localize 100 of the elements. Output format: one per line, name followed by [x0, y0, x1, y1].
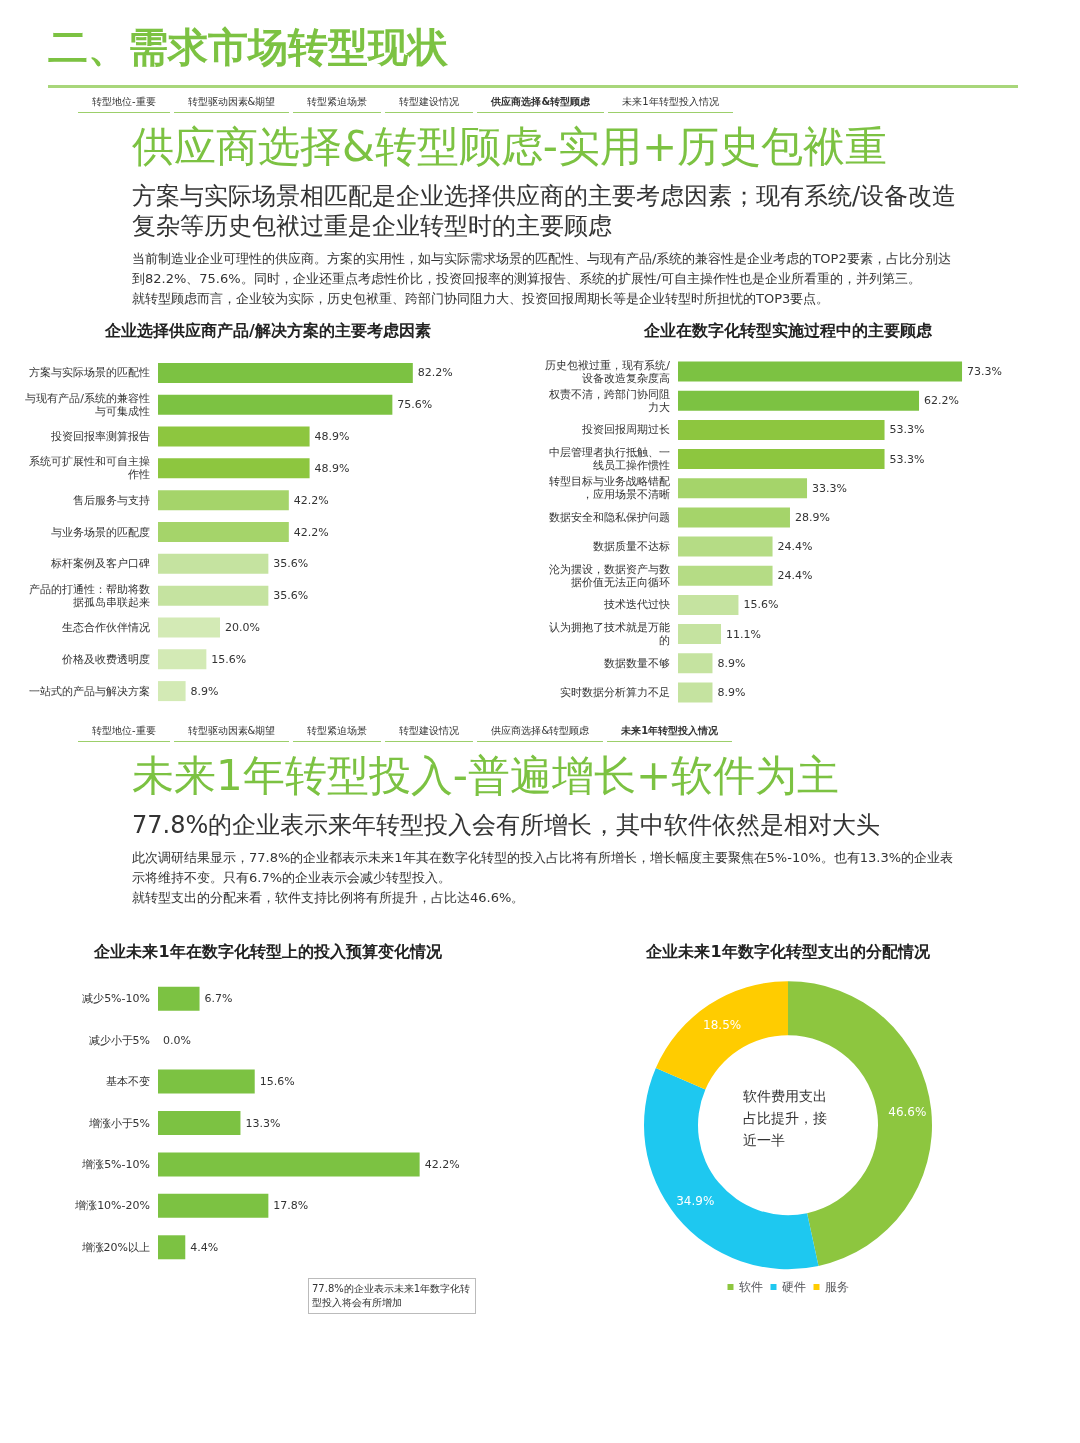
data-label: 17.8% [273, 1199, 309, 1213]
legend-label: 软件 [738, 1280, 763, 1294]
text: 转型驱动因素&期望 [173, 721, 290, 742]
text: 就转型顾虑而言，企业较为实际，历史包袱重、跨部门协同阻力大、投资回报周期长等是企业转型时所担忧的TOP3要点。 [132, 290, 831, 308]
y-tick-label: 认为拥抱了技术就是万能的 [549, 621, 670, 648]
y-tick-label: 与现有产品/系统的兼容性与可集成性 [25, 391, 150, 418]
data-label: 15.6% [211, 652, 247, 666]
data-label: 35.6% [273, 589, 309, 603]
data-label: 48.9% [314, 461, 350, 475]
bar [158, 426, 310, 447]
text: 转型地位-重要 [78, 92, 170, 113]
data-label: 28.9% [794, 510, 830, 524]
y-tick-label: 实时数据分析算力不足 [560, 685, 670, 699]
text: 转型驱动因素&期望 [173, 92, 290, 113]
bar [158, 585, 269, 606]
chart-title: 企业在数字化转型实施过程中的主要顾虑 [643, 320, 933, 340]
y-tick-label: 一站式的产品与解决方案 [29, 684, 150, 698]
bar [678, 419, 885, 440]
data-label: 48.9% [314, 430, 350, 444]
data-label: 73.3% [967, 365, 1002, 379]
bar [158, 362, 413, 383]
y-tick-label: 权责不清，跨部门协同阻力大 [548, 387, 670, 414]
y-tick-label: 减少小于5% [88, 1033, 150, 1047]
y-tick-label: 方案与实际场景的匹配性 [29, 366, 150, 380]
bar [158, 986, 200, 1011]
data-label: 75.6% [397, 398, 433, 412]
data-label: 4.4% [190, 1240, 219, 1254]
y-tick-label: 投资回报周期过长 [581, 423, 670, 437]
text: 转型建设情况 [385, 92, 474, 113]
bar [678, 536, 773, 557]
text: 此次调研结果显示，77.8%的企业都表示未来1年其在数字化转型的投入占比将有所增长，增长幅度主要聚焦在5%-10%。也有13.3%的企业表示将维持不变。只有6.7%的企业表示会减少转型投入。 [132, 849, 955, 887]
y-tick-label: 系统可扩展性和可自主操作性 [29, 455, 150, 482]
y-tick-label: 转型目标与业务战略错配，应用场景不清晰 [549, 475, 670, 502]
data-label: 62.2% [924, 394, 959, 408]
bar [158, 617, 220, 638]
bar [678, 361, 963, 382]
bar [678, 390, 920, 411]
text: 未来1年转型投入情况 [607, 721, 733, 742]
bar [158, 649, 207, 670]
bar [158, 1235, 186, 1260]
y-tick-label: 减少5%-10% [82, 992, 150, 1006]
data-label: 34.9% [676, 1194, 715, 1209]
text: 就转型支出的分配来看，软件支持比例将有所提升，占比达46.6%。 [132, 889, 526, 907]
chart-title: 企业未来1年数字化转型支出的分配情况 [645, 941, 931, 961]
y-tick-label: 生态合作伙伴情况 [62, 620, 150, 634]
bar [158, 394, 393, 415]
text: 供应商选择&转型顾虑-实用+历史包袱重 [132, 121, 889, 173]
text: 转型紧迫场景 [293, 92, 382, 113]
y-tick-label: 价格及收费透明度 [61, 652, 150, 666]
text: 转型紧迫场景 [293, 721, 382, 742]
data-label: 11.1% [726, 627, 761, 641]
text: 二、需求市场转型现状 [48, 20, 1018, 88]
bar [158, 681, 186, 702]
data-label: 24.4% [777, 569, 813, 583]
bar [158, 553, 269, 574]
bar [678, 653, 713, 674]
y-tick-label: 数据质量不达标 [593, 540, 670, 554]
text: 转型建设情况 [385, 721, 474, 742]
text: 软件费用支出占比提升，接近一半 [743, 1088, 827, 1148]
data-label: 15.6% [259, 1075, 295, 1089]
bar [158, 1069, 255, 1094]
data-label: 18.5% [703, 1017, 742, 1032]
data-label: 13.3% [245, 1116, 281, 1130]
text: 转型地位-重要 [78, 721, 170, 742]
y-tick-label: 技术迭代过快 [603, 598, 670, 612]
data-label: 0.0% [163, 1033, 191, 1047]
bar [158, 1152, 420, 1177]
text: 77.8%的企业表示来年转型投入会有所增长，其中软件依然是相对大头 [132, 810, 882, 840]
data-label: 82.2% [417, 366, 453, 380]
data-label: 6.7% [204, 992, 233, 1006]
data-label: 33.3% [812, 481, 847, 495]
data-label: 8.9% [717, 685, 746, 699]
y-tick-label: 投资回报率测算报告 [50, 430, 150, 444]
y-tick-label: 售后服务与支持 [73, 493, 150, 507]
bar [678, 624, 722, 645]
y-tick-label: 增涨20%以上 [80, 1240, 150, 1254]
bar [158, 458, 310, 479]
data-label: 53.3% [889, 423, 925, 437]
y-tick-label: 沦为摆设，数据资产与数据价值无法正向循环 [549, 562, 670, 589]
data-label: 35.6% [273, 557, 309, 571]
data-label: 53.3% [889, 452, 925, 466]
text: 77.8%的企业表示未来1年数字化转型投入将会有所增加 [308, 1278, 476, 1314]
y-tick-label: 增涨10%-20% [74, 1199, 150, 1213]
y-tick-label: 标杆案例及客户口碑 [50, 557, 150, 571]
y-tick-label: 中层管理者执行抵触、一线员工操作惯性 [549, 446, 670, 473]
data-label: 24.4% [777, 540, 813, 554]
text: 当前制造业企业可理性的供应商。方案的实用性，如与实际需求场景的匹配性、与现有产品/系统的兼容性是企业考虑的TOP2要素，占比分别达到82.2%、75.6%。同时，企业还重点考虑性价比，投资回报率的测算报告、系统的扩展性/可自主操作性也是企业所看重的，并列第三。 [132, 250, 952, 288]
data-label: 42.2% [424, 1157, 460, 1171]
chart-title: 企业未来1年在数字化转型上的投入预算变化情况 [93, 941, 443, 961]
y-tick-label: 增涨小于5% [87, 1116, 150, 1130]
y-tick-label: 产品的打通性：帮助将数据孤岛串联起来 [29, 582, 150, 609]
bar [678, 478, 808, 499]
data-label: 46.6% [888, 1105, 927, 1120]
bar [158, 490, 289, 511]
bar [678, 594, 739, 615]
y-tick-label: 与业务场景的匹配度 [51, 525, 150, 539]
data-label: 8.9% [717, 656, 746, 670]
bar [158, 1193, 269, 1218]
y-tick-label: 数据数量不够 [604, 656, 670, 670]
bar [678, 449, 885, 470]
